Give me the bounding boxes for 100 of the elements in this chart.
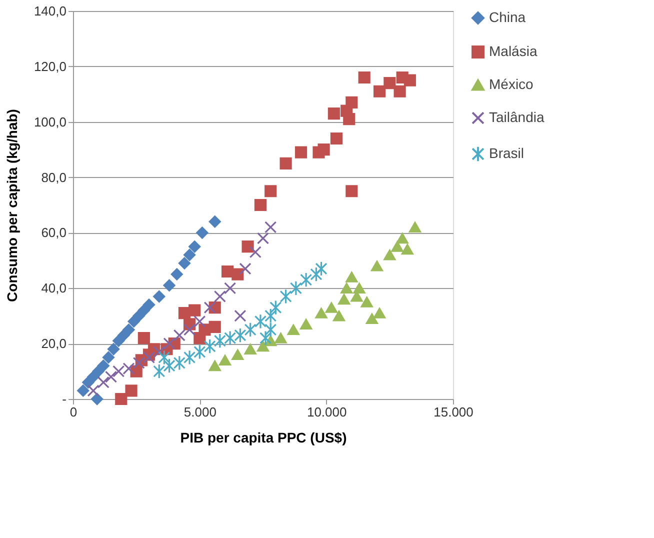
x-tick-label: 5.000	[184, 404, 216, 420]
point	[254, 314, 267, 330]
point	[125, 384, 138, 397]
point	[142, 298, 156, 311]
point	[318, 144, 330, 156]
point	[366, 313, 378, 324]
legend-label: Malásia	[489, 43, 538, 59]
point	[224, 282, 236, 294]
point	[264, 221, 277, 234]
point	[408, 222, 422, 233]
point	[234, 328, 246, 343]
point	[158, 350, 170, 366]
point	[370, 260, 384, 272]
legend-label: Brasil	[489, 145, 524, 161]
point	[254, 198, 267, 212]
point	[404, 74, 416, 86]
point	[153, 364, 166, 379]
point	[218, 354, 232, 366]
point	[294, 146, 308, 158]
point	[244, 344, 256, 354]
point	[97, 376, 110, 388]
y-tick-label: 40,0	[41, 280, 66, 296]
point	[396, 232, 408, 244]
point	[249, 246, 262, 258]
y-axis-title: Consumo per capita (kg/hab)	[4, 109, 20, 302]
point	[170, 268, 183, 280]
point	[234, 310, 246, 322]
x-axis-title: PIB per capita PPC (US$)	[180, 430, 347, 446]
point	[338, 294, 350, 305]
point	[315, 308, 328, 318]
point	[138, 332, 150, 344]
point	[343, 113, 356, 126]
point	[315, 261, 328, 276]
legend-label: Tailândia	[489, 109, 544, 125]
point	[183, 248, 196, 261]
point	[214, 333, 226, 348]
point	[87, 384, 100, 397]
point	[194, 344, 206, 360]
point	[358, 71, 370, 84]
point	[173, 329, 186, 342]
point	[183, 350, 196, 366]
point	[163, 279, 176, 292]
point	[300, 318, 312, 330]
point	[280, 157, 292, 170]
point	[373, 85, 386, 98]
legend-label: México	[489, 76, 534, 92]
point	[340, 282, 353, 294]
point	[360, 296, 373, 308]
point	[115, 392, 128, 406]
point	[280, 288, 292, 304]
point	[194, 315, 206, 328]
point	[97, 360, 110, 372]
x-tick-label: 10.000	[306, 404, 347, 420]
point	[107, 343, 120, 356]
point	[153, 290, 166, 302]
point	[391, 241, 404, 252]
point	[274, 332, 287, 344]
point	[239, 262, 252, 275]
point	[232, 349, 244, 360]
point	[224, 330, 236, 346]
y-tick-label: 140,0	[34, 4, 66, 18]
point	[270, 300, 282, 316]
point	[401, 244, 414, 255]
point	[91, 392, 104, 406]
point	[208, 216, 221, 228]
point	[183, 324, 196, 336]
point	[264, 185, 277, 198]
point	[196, 226, 208, 239]
y-tick-label: 60,0	[41, 225, 66, 240]
x-tick-label: 15.000	[434, 404, 474, 420]
point	[290, 280, 302, 296]
point	[153, 346, 166, 358]
point	[214, 290, 226, 302]
point	[346, 272, 358, 282]
point	[242, 240, 254, 253]
point	[208, 360, 221, 372]
point	[287, 324, 300, 336]
point	[325, 302, 338, 313]
legend-label: China	[489, 9, 526, 25]
y-tick-label: 120,0	[34, 58, 66, 74]
point	[122, 324, 135, 336]
point	[346, 185, 358, 198]
point	[198, 324, 211, 336]
point	[353, 282, 366, 294]
y-tick-label: 80,0	[41, 170, 66, 185]
point	[232, 268, 244, 280]
y-tick-label: -	[62, 392, 66, 406]
point	[77, 384, 90, 397]
point	[384, 250, 396, 260]
point	[259, 330, 272, 346]
point	[328, 108, 340, 120]
point	[310, 266, 322, 282]
y-tick-label: 100,0	[34, 114, 66, 130]
point	[256, 232, 270, 244]
y-tick-label: 20,0	[41, 336, 66, 352]
point	[178, 257, 191, 270]
point	[264, 322, 277, 338]
point	[330, 132, 343, 145]
point	[102, 351, 115, 364]
x-tick-label: 0	[70, 404, 78, 420]
